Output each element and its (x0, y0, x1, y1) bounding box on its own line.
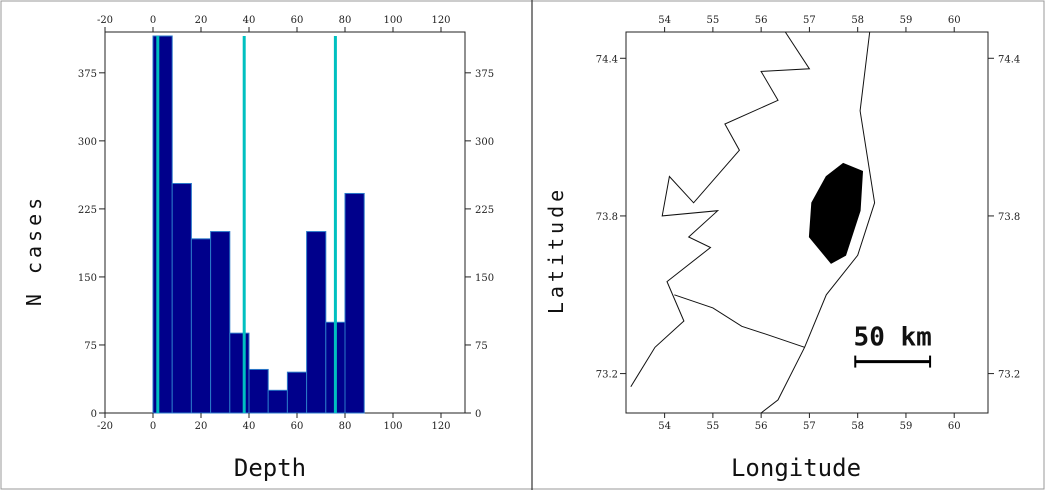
scale-bar (854, 355, 932, 368)
x-tick-label-top: 20 (195, 15, 208, 26)
x-tick-label-top: 100 (383, 15, 402, 26)
focus-area (808, 162, 864, 264)
y-axis-title: N cases (22, 194, 46, 306)
x-tick-label-top: 120 (431, 15, 450, 26)
y-tick-label-right: 300 (475, 137, 494, 148)
y-axis-title-map: Latitude (544, 186, 568, 314)
histogram-bar (190, 238, 212, 414)
coastline-line (760, 31, 876, 414)
x-tick-label-top: 40 (243, 15, 256, 26)
focus-area-shape (808, 162, 864, 264)
histogram-bars (152, 35, 365, 414)
x-tick-label-top: 80 (339, 15, 352, 26)
lon-tick-label-top: 60 (948, 15, 961, 26)
x-tick-label-top: 60 (291, 15, 304, 26)
x-tick-label: 20 (195, 421, 208, 432)
lon-tick-label: 58 (851, 421, 864, 432)
longitude-ticks-top: 54 55 56 57 58 59 60 (658, 15, 961, 32)
x-axis-title: Depth (234, 454, 306, 482)
coastline-line (630, 31, 811, 387)
y-tick-label-right: 0 (475, 409, 481, 420)
histogram-bar (152, 35, 173, 414)
latitude-ticks-left: 73.2 73.8 74.4 (596, 54, 626, 381)
lon-tick-label-top: 55 (707, 15, 720, 26)
x-tick-label-top: -20 (97, 15, 113, 26)
scale-bar-label: 50 km (854, 323, 932, 353)
x-axis-bottom-ticks: -20 0 20 40 60 80 100 120 (97, 413, 451, 432)
x-axis-title-map: Longitude (731, 454, 861, 482)
lon-tick-label: 56 (755, 421, 768, 432)
lon-tick-label: 59 (900, 421, 913, 432)
location-map: 50 km 54 55 56 57 58 59 60 54 55 56 57 58 59 60 73.2… (544, 15, 1020, 482)
y-tick-label: 225 (78, 205, 97, 216)
y-tick-label: 150 (78, 273, 97, 284)
lat-tick-label-right: 73.8 (998, 212, 1020, 223)
x-tick-label: 100 (383, 421, 402, 432)
lon-tick-label-top: 57 (803, 15, 816, 26)
x-tick-label: -20 (97, 421, 113, 432)
lon-tick-label: 60 (948, 421, 961, 432)
histogram-vertical-lines (156, 36, 337, 413)
lon-tick-label: 55 (707, 421, 720, 432)
lon-tick-label-top: 58 (851, 15, 864, 26)
lon-tick-label-top: 56 (755, 15, 768, 26)
lat-tick-label-right: 74.4 (998, 54, 1020, 65)
x-tick-label: 40 (243, 421, 256, 432)
histogram-bar (229, 332, 250, 414)
latitude-ticks-right: 73.2 73.8 74.4 (988, 54, 1020, 381)
lat-tick-label: 74.4 (596, 54, 618, 65)
y-tick-label-right: 150 (475, 273, 494, 284)
lon-tick-label-top: 54 (658, 15, 671, 26)
y-axis-right-ticks: 0 75 150 225 300 375 (465, 69, 494, 420)
coastlines (630, 31, 876, 414)
coastline-line (674, 294, 805, 348)
y-axis-left-ticks: 0 75 150 225 300 375 (78, 69, 105, 420)
y-tick-label-right: 225 (475, 205, 494, 216)
x-tick-label: 60 (291, 421, 304, 432)
y-tick-label: 0 (91, 409, 97, 420)
histogram-bar (248, 368, 269, 414)
y-tick-label: 375 (78, 69, 97, 80)
lon-tick-label: 54 (658, 421, 671, 432)
y-tick-label-right: 375 (475, 69, 494, 80)
lat-tick-label: 73.2 (596, 370, 618, 381)
x-tick-label-top: 0 (150, 15, 156, 26)
histogram-bar (267, 389, 288, 414)
x-tick-label: 80 (339, 421, 352, 432)
lat-tick-label: 73.8 (596, 212, 618, 223)
y-tick-label: 300 (78, 137, 97, 148)
longitude-ticks-bottom: 54 55 56 57 58 59 60 (658, 413, 961, 432)
lon-tick-label: 57 (803, 421, 816, 432)
y-tick-label-right: 75 (475, 341, 488, 352)
x-tick-label: 120 (431, 421, 450, 432)
lon-tick-label-top: 59 (900, 15, 913, 26)
lat-tick-label-right: 73.2 (998, 370, 1020, 381)
x-tick-label: 0 (150, 421, 156, 432)
histogram-bar (210, 231, 231, 414)
histogram-bar (306, 231, 327, 414)
depth-histogram: -20 0 20 40 60 80 100 120 -20 0 20 40 60 80 100 120 07… (22, 15, 494, 482)
y-tick-label: 75 (84, 341, 97, 352)
x-axis-top-ticks: -20 0 20 40 60 80 100 120 (97, 15, 451, 32)
histogram-bar (344, 192, 365, 414)
histogram-bar (171, 182, 192, 414)
histogram-bar (286, 371, 308, 414)
map-plot-frame (625, 31, 989, 414)
